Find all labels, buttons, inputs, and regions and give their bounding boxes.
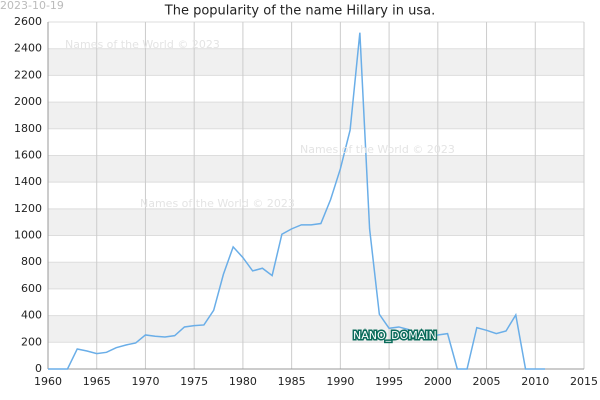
- x-tick-label: 1990: [326, 375, 354, 388]
- y-tick-label: 2400: [14, 42, 42, 55]
- grid-band: [48, 315, 584, 343]
- y-tick-label: 400: [21, 309, 42, 322]
- watermark: Names of the World © 2023: [65, 38, 220, 51]
- x-tick-label: 1960: [34, 375, 62, 388]
- y-tick-label: 2000: [14, 95, 42, 108]
- grid-band: [48, 262, 584, 289]
- grid-band: [48, 102, 584, 129]
- x-tick-label: 1985: [278, 375, 306, 388]
- grid-band: [48, 48, 584, 76]
- grid-band: [48, 155, 584, 183]
- line-series: [48, 32, 546, 370]
- x-tick-label: 2005: [473, 375, 501, 388]
- x-tick-label: 1965: [83, 375, 111, 388]
- y-tick-label: 2600: [14, 15, 42, 28]
- watermark: Names of the World © 2023: [140, 197, 295, 210]
- chart-title: The popularity of the name Hillary in us…: [164, 4, 435, 19]
- date-stamp: 2023-10-19: [0, 0, 64, 12]
- y-tick-label: 2200: [14, 68, 42, 81]
- y-tick-label: 1000: [14, 229, 42, 242]
- y-tick-label: 200: [21, 335, 42, 348]
- y-tick-label: 1800: [14, 122, 42, 135]
- x-tick-label: 1975: [180, 375, 208, 388]
- domain-label: NANO_DOMAIN: [353, 329, 437, 342]
- y-tick-label: 1400: [14, 175, 42, 188]
- y-tick-label: 1600: [14, 148, 42, 161]
- x-tick-label: 1980: [229, 375, 257, 388]
- x-tick-label: 2000: [424, 375, 452, 388]
- x-tick-label: 2015: [570, 375, 598, 388]
- x-tick-label: 2010: [521, 375, 549, 388]
- y-tick-label: 0: [35, 362, 42, 375]
- grid-band: [48, 208, 584, 236]
- x-tick-label: 1970: [131, 375, 159, 388]
- y-tick-label: 1200: [14, 202, 42, 215]
- y-tick-label: 800: [21, 255, 42, 268]
- y-tick-label: 600: [21, 282, 42, 295]
- x-tick-label: 1995: [375, 375, 403, 388]
- watermark: Names of the World © 2023: [300, 143, 455, 156]
